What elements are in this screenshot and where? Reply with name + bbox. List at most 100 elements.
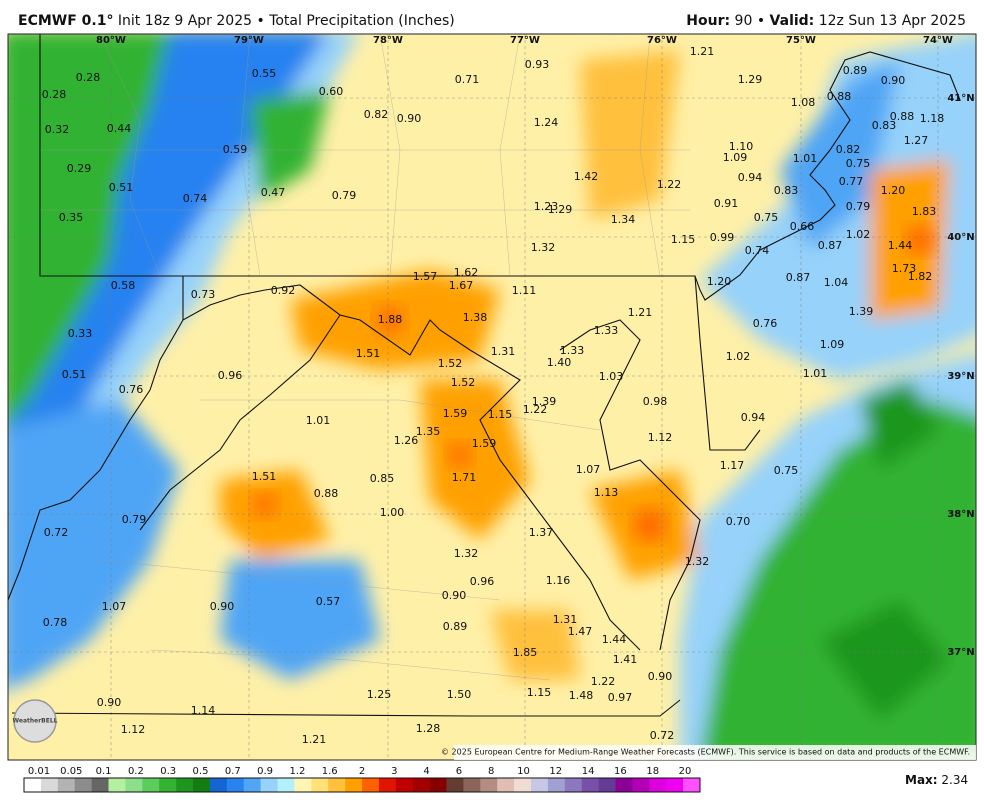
- precip-value: 1.17: [720, 459, 745, 472]
- legend-swatch: [615, 778, 633, 792]
- longitude-label: 77°W: [510, 35, 540, 46]
- precip-value: 0.99: [710, 231, 735, 244]
- legend-label: 0.5: [193, 766, 209, 777]
- precip-value: 1.29: [738, 73, 763, 86]
- precip-value: 0.33: [68, 327, 93, 340]
- model: ECMWF 0.1°: [18, 13, 113, 29]
- legend-label: 0.1: [96, 766, 112, 777]
- precip-value: 0.90: [648, 670, 673, 683]
- precip-value: 1.44: [888, 239, 913, 252]
- precip-value: 1.59: [443, 407, 468, 420]
- longitude-label: 76°W: [647, 35, 677, 46]
- precip-value: 1.25: [367, 688, 392, 701]
- precip-value: 0.72: [650, 729, 675, 742]
- precip-value: 1.32: [685, 555, 710, 568]
- precip-value: 1.22: [523, 403, 548, 416]
- legend-label: 6: [456, 766, 462, 777]
- legend-swatch: [159, 778, 177, 792]
- precip-value: 0.75: [754, 211, 779, 224]
- precip-value: 1.57: [413, 270, 438, 283]
- precip-value: 1.24: [534, 116, 559, 129]
- precip-value: 0.92: [271, 284, 296, 297]
- legend-swatch: [547, 778, 566, 792]
- precip-field: [8, 34, 976, 760]
- legend-swatch: [193, 778, 211, 792]
- legend-swatch: [429, 778, 447, 792]
- legend-swatch: [446, 778, 464, 792]
- precip-value: 0.66: [790, 220, 815, 233]
- legend-swatch: [176, 778, 194, 792]
- precip-value: 1.02: [726, 350, 751, 363]
- precip-value: 1.31: [553, 613, 578, 626]
- legend-label: 8: [488, 766, 494, 777]
- legend-label: 0.05: [60, 766, 82, 777]
- legend-swatch: [108, 778, 126, 792]
- precip-value: 0.96: [470, 575, 495, 588]
- precip-value: 1.51: [356, 347, 381, 360]
- latitude-label: 39°N: [947, 371, 974, 382]
- precip-value: 1.08: [791, 96, 816, 109]
- precip-value: 0.96: [218, 369, 243, 382]
- precip-value: 1.71: [452, 471, 477, 484]
- legend-swatch: [260, 778, 278, 792]
- precip-value: 0.35: [59, 211, 84, 224]
- precip-value: 1.22: [591, 675, 616, 688]
- precip-value: 1.28: [416, 722, 441, 735]
- max: Max: 2.34: [905, 773, 968, 787]
- precip-value: 1.21: [628, 306, 653, 319]
- legend-swatch: [362, 778, 380, 792]
- latitude-label: 37°N: [947, 647, 974, 658]
- precip-value: 1.12: [121, 723, 146, 736]
- longitude-label: 74°W: [923, 35, 953, 46]
- legend-swatch: [514, 778, 532, 792]
- legend-label: 4: [423, 766, 429, 777]
- precip-value: 1.00: [380, 506, 405, 519]
- legend-swatch: [395, 778, 413, 792]
- legend-swatch: [40, 778, 59, 792]
- logo-text: WeatherBELL: [12, 718, 57, 725]
- precip-value: 1.12: [648, 431, 673, 444]
- precip-value: 1.41: [613, 653, 638, 666]
- precip-value: 0.75: [846, 157, 871, 170]
- legend-swatch: [142, 778, 160, 792]
- precip-value: 0.88: [314, 487, 339, 500]
- precip-value: 0.94: [738, 171, 763, 184]
- precip-value: 0.72: [44, 526, 69, 539]
- product: Total Precipitation (Inches): [268, 13, 455, 29]
- legend-swatch: [564, 778, 582, 792]
- longitude-label: 78°W: [373, 35, 403, 46]
- legend-label: 1.2: [289, 766, 305, 777]
- legend-swatch: [226, 778, 244, 792]
- precip-value: 0.87: [818, 239, 843, 252]
- precip-value: 0.71: [455, 73, 480, 86]
- precip-value: 1.03: [599, 370, 624, 383]
- legend-swatch: [598, 778, 616, 792]
- precip-value: 1.34: [611, 213, 636, 226]
- precip-value: 1.85: [513, 646, 538, 659]
- precip-value: 1.33: [560, 344, 585, 357]
- precip-value: 0.82: [836, 143, 861, 156]
- legend-swatch: [683, 778, 701, 792]
- legend-label: 0.01: [28, 766, 50, 777]
- precip-value: 0.55: [252, 67, 277, 80]
- precip-value: 1.83: [912, 205, 937, 218]
- precip-value: 1.15: [671, 233, 696, 246]
- precip-value: 0.74: [183, 192, 208, 205]
- precip-value: 1.07: [576, 463, 601, 476]
- legend-swatch: [480, 778, 498, 792]
- precip-value: 0.82: [364, 108, 389, 121]
- hour-label: Hour:: [686, 13, 730, 29]
- legend-label: 14: [582, 766, 595, 777]
- precip-value: 1.23: [534, 200, 559, 213]
- precip-value: 1.29: [548, 203, 573, 216]
- legend-label: 0.9: [257, 766, 273, 777]
- precip-value: 1.62: [454, 266, 479, 279]
- precip-value: 1.10: [729, 140, 754, 153]
- precip-value: 0.89: [843, 64, 868, 77]
- precip-value: 1.04: [824, 276, 849, 289]
- legend-swatch: [328, 778, 346, 792]
- precip-value: 1.21: [690, 45, 715, 58]
- precip-value: 1.01: [793, 152, 818, 165]
- latitude-label: 41°N: [947, 93, 974, 104]
- copyright: © 2025 European Centre for Medium-Range …: [441, 748, 970, 757]
